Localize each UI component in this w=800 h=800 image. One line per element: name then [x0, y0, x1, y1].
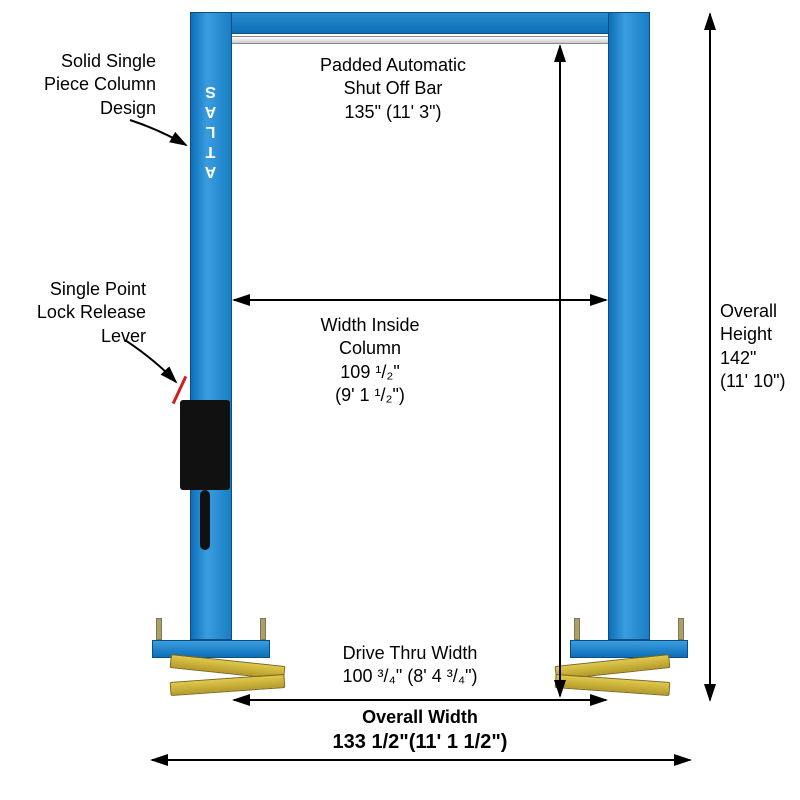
text: Piece Column — [44, 74, 156, 94]
label-inside-width: Width Inside Column 109 ¹/₂" (9' 1 ¹/₂") — [270, 314, 470, 408]
text: Column — [339, 338, 401, 358]
text: Lock Release — [37, 302, 146, 322]
label-overall-height: Overall Height 142" (11' 10") — [720, 300, 800, 394]
label-drive-thru: Drive Thru Width 100 ³/₄" (8' 4 ³/₄") — [280, 642, 540, 689]
text: Lever — [101, 326, 146, 346]
text: Overall Width — [362, 707, 478, 727]
text: 142" — [720, 348, 756, 368]
brand-text: ATLAS — [202, 80, 220, 180]
lift-arm-right-front — [555, 674, 671, 696]
text: 133 1/2"(11' 1 1/2") — [333, 731, 508, 753]
label-column-design: Solid Single Piece Column Design — [6, 50, 156, 120]
bolt — [260, 618, 266, 640]
bolt — [574, 618, 580, 640]
text: 135" (11' 3") — [345, 102, 442, 122]
label-shutoff: Padded Automatic Shut Off Bar 135" (11' … — [268, 54, 518, 124]
text: 100 ³/₄" (8' 4 ³/₄") — [343, 666, 478, 686]
text: Overall — [720, 301, 777, 321]
baseplate-right — [570, 640, 688, 658]
bolt — [678, 618, 684, 640]
shutoff-bar — [230, 36, 610, 44]
lift-arm-left-front — [170, 674, 286, 696]
lift-column-right — [608, 12, 650, 640]
hydraulic-hose — [200, 490, 210, 550]
text: (11' 10") — [720, 371, 786, 391]
text: Width Inside — [320, 315, 419, 335]
text: Design — [100, 98, 156, 118]
text: Drive Thru Width — [343, 643, 478, 663]
baseplate-left — [152, 640, 270, 658]
text: 109 ¹/₂" — [340, 362, 399, 382]
hydraulic-unit — [180, 400, 230, 490]
lift-crossbar — [190, 12, 650, 34]
bolt — [156, 618, 162, 640]
text: Padded Automatic — [320, 55, 466, 75]
text: Solid Single — [61, 51, 156, 71]
text: Single Point — [50, 279, 146, 299]
label-lock-release: Single Point Lock Release Lever — [6, 278, 146, 348]
label-overall-width: Overall Width 133 1/2"(11' 1 1/2") — [270, 706, 570, 755]
text: Height — [720, 324, 772, 344]
text: Shut Off Bar — [344, 78, 443, 98]
text: (9' 1 ¹/₂") — [335, 385, 405, 405]
